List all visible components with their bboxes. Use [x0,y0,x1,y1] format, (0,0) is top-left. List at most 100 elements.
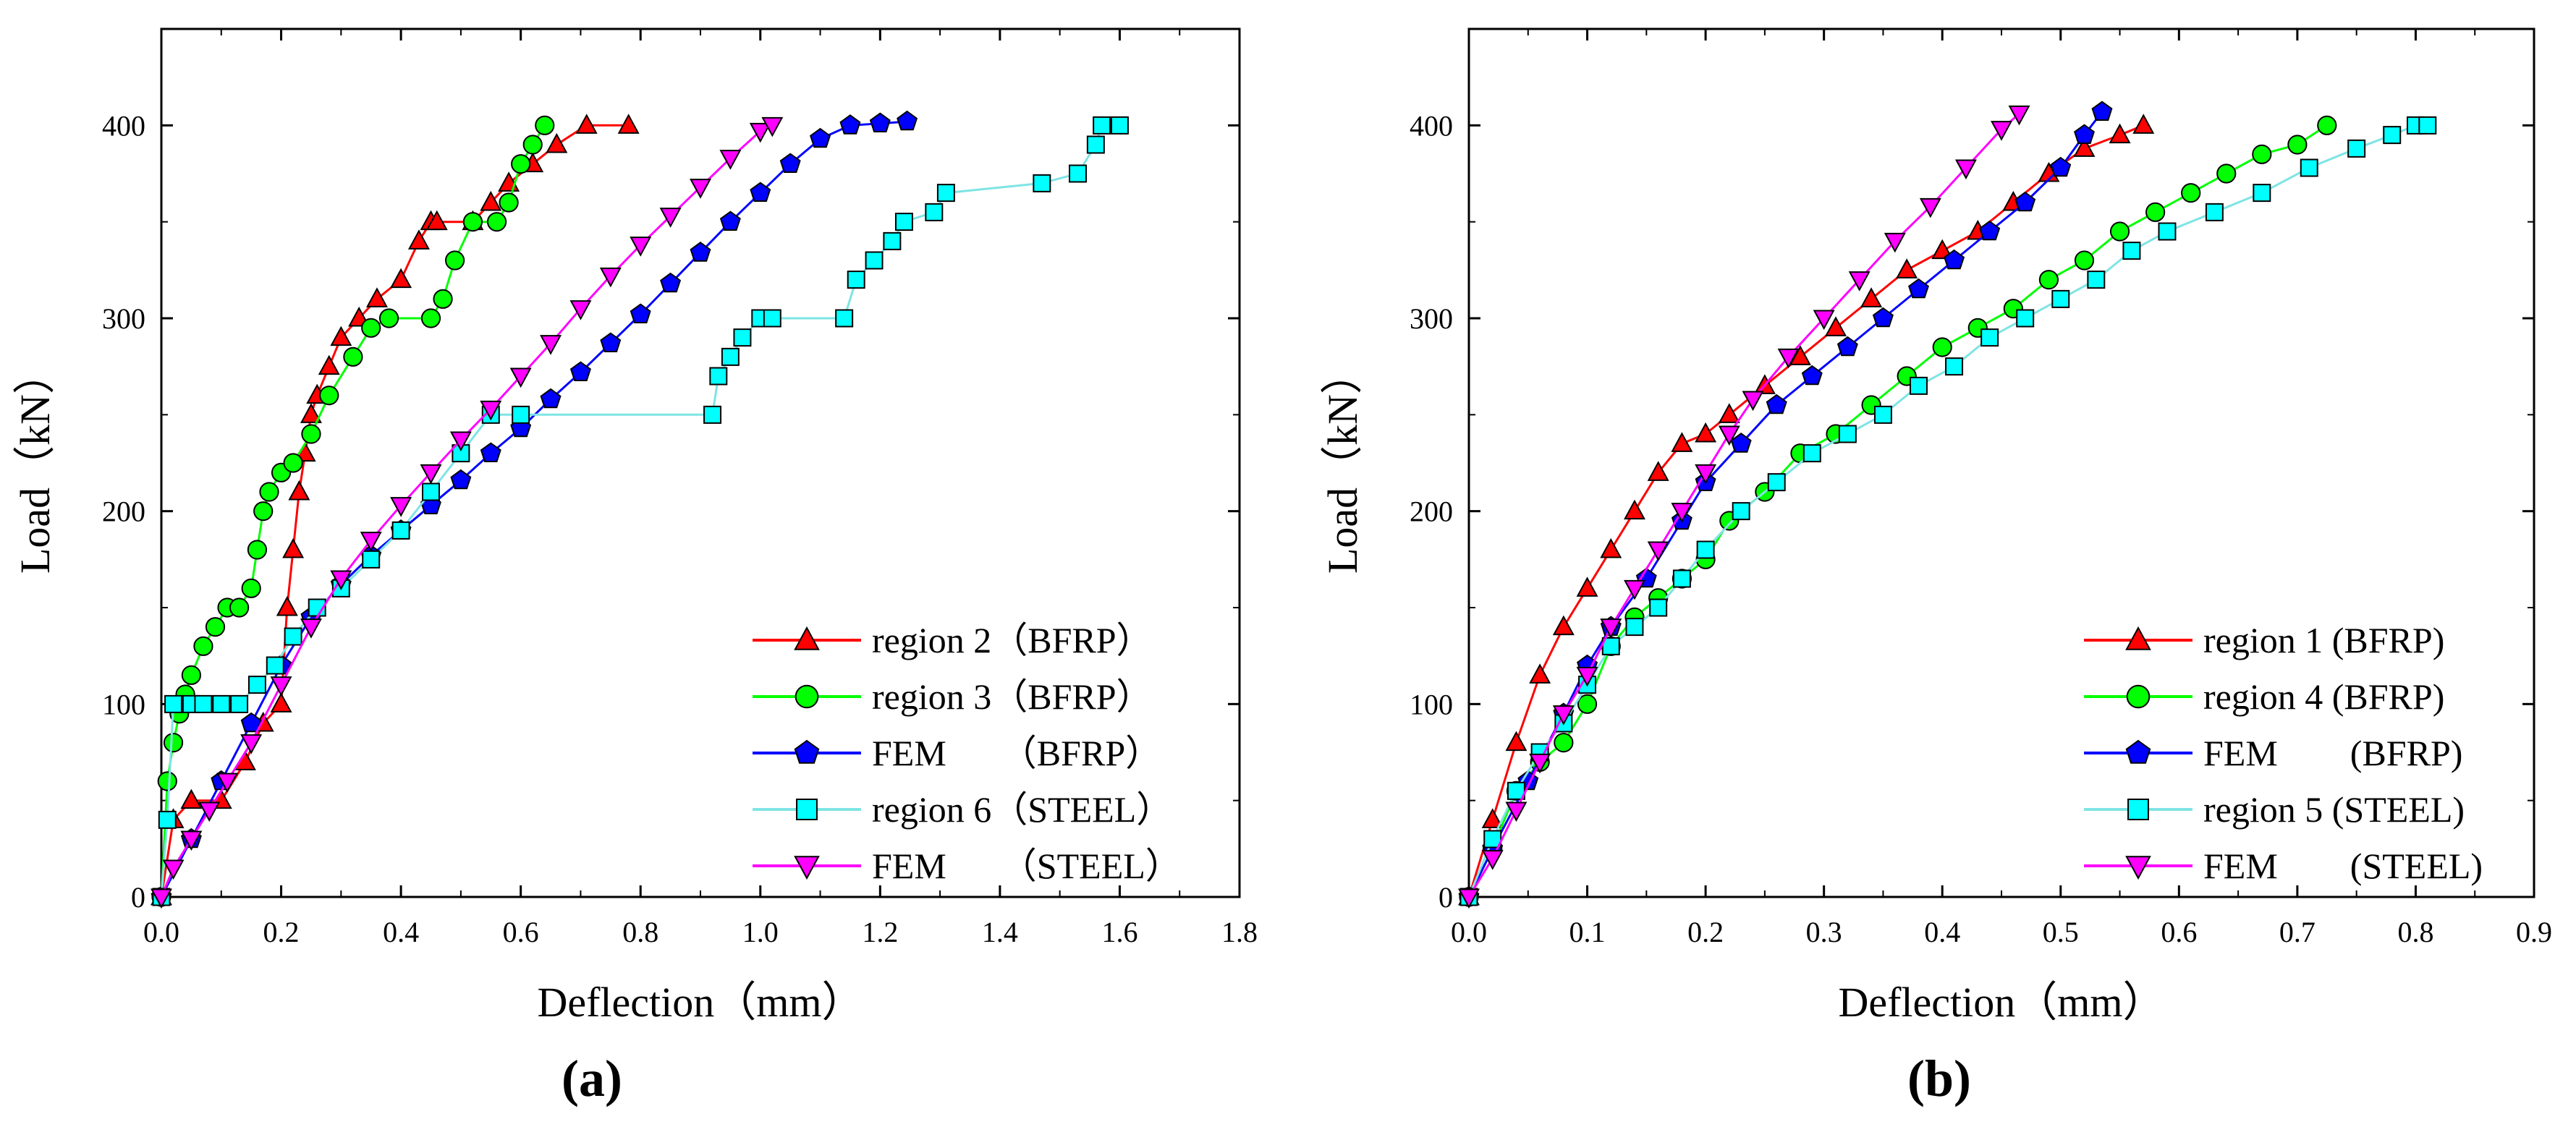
data-point [1552,615,1575,636]
data-point [2038,270,2059,290]
data-point [709,367,728,386]
series-line [160,124,773,898]
data-point [779,153,801,173]
data-point [1931,239,1954,260]
x-tick-label: 1.0 [742,916,779,948]
data-point [366,287,388,307]
data-point [480,190,502,211]
data-point [2014,191,2036,212]
data-point [270,676,292,697]
data-point [2205,203,2224,221]
data-point [1696,540,1715,559]
data-point [2074,124,2095,144]
x-axis-label: Deflection（mm） [1838,979,2164,1026]
data-point [180,830,203,851]
data-point [1481,850,1504,870]
data-point [630,237,652,257]
y-tick-label: 100 [102,688,145,720]
data-point [540,335,562,355]
data-point [1873,405,1892,424]
data-point [2109,221,2130,242]
legend-marker [2125,739,2151,764]
data-point [512,405,530,424]
data-point [600,332,622,352]
data-point [869,112,891,132]
data-point [1600,618,1622,639]
data-point [1623,579,1645,600]
data-point [2109,123,2131,144]
series-line [1467,124,2144,898]
data-point [288,480,310,501]
data-point [1884,232,1906,253]
x-tick-label: 0.5 [2043,916,2079,948]
data-point [1718,403,1740,423]
data-point [2158,222,2177,241]
x-tick-label: 0.2 [1687,916,1724,948]
data-point [1813,310,1835,331]
data-point [2317,115,2337,135]
data-point [763,309,781,328]
data-point [1625,618,1644,637]
data-point [1896,258,1918,278]
data-point [420,308,441,328]
data-point [897,110,918,131]
data-point [1919,197,1941,218]
data-point [1033,174,1051,192]
legend-marker [795,684,819,709]
data-point [361,318,381,338]
data-point [719,210,741,231]
data-point [1069,164,1087,183]
data-point [362,550,381,569]
data-point [181,665,201,685]
data-point [894,213,913,231]
data-point [1732,502,1750,521]
series-5 [1458,105,2030,909]
data-point [319,386,339,406]
data-point [284,627,302,646]
data-point [378,308,399,328]
data-point [282,537,305,558]
legend-marker [794,626,820,650]
data-point [194,694,213,713]
legend-label: FEM （STEEL） [872,846,1182,886]
data-point [2051,289,2070,308]
legend-label: FEM (STEEL) [2203,846,2483,886]
data-point [1802,444,1821,463]
data-point [1730,433,1752,453]
legend-marker [794,739,820,764]
legend: region 1 (BFRP) region 4 (BFRP) FEM (BFRP)… [2084,620,2483,886]
data-point [433,289,453,309]
data-point [247,540,268,560]
x-tick-label: 1.6 [1101,916,1137,948]
data-point [1623,499,1645,520]
data-point [719,150,742,170]
panel-label: (b) [1907,1050,1971,1107]
y-tick-label: 0 [1439,881,1453,914]
data-point [1836,336,1858,357]
data-point [2383,126,2402,145]
legend-marker [796,799,818,820]
data-point [617,114,640,134]
data-point [1932,337,1952,357]
legend-label: region 6（STEEL） [872,789,1172,830]
data-point [540,388,562,409]
data-point [2087,271,2106,289]
data-point [1554,733,1574,753]
x-tick-label: 0.6 [503,916,539,948]
data-point [1789,345,1811,365]
data-point [865,251,884,270]
x-tick-label: 0.8 [622,916,658,948]
legend-marker [794,856,820,880]
panel-a: 0.0 0.2 0.4 0.6 0.8 1.0 1.2 1.4 1.6 1.8 0 100 200 300… [12,27,1258,1107]
legend-label: FEM （BFRP） [872,733,1161,773]
data-point [391,521,410,540]
data-point [283,453,303,473]
x-tick-label: 0.9 [2516,916,2552,948]
legend-marker [2125,626,2151,650]
data-point [270,692,292,712]
y-tick-label: 400 [102,109,145,142]
data-point [2074,250,2095,271]
data-point [1505,731,1528,752]
legend-marker [2126,684,2151,709]
series-4 [1459,116,2437,906]
